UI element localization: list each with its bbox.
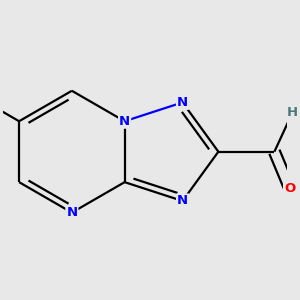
Text: O: O: [284, 182, 295, 195]
Text: N: N: [177, 194, 188, 208]
Text: N: N: [177, 96, 188, 109]
Text: N: N: [119, 115, 130, 128]
Text: N: N: [66, 206, 77, 219]
Text: H: H: [287, 106, 298, 118]
